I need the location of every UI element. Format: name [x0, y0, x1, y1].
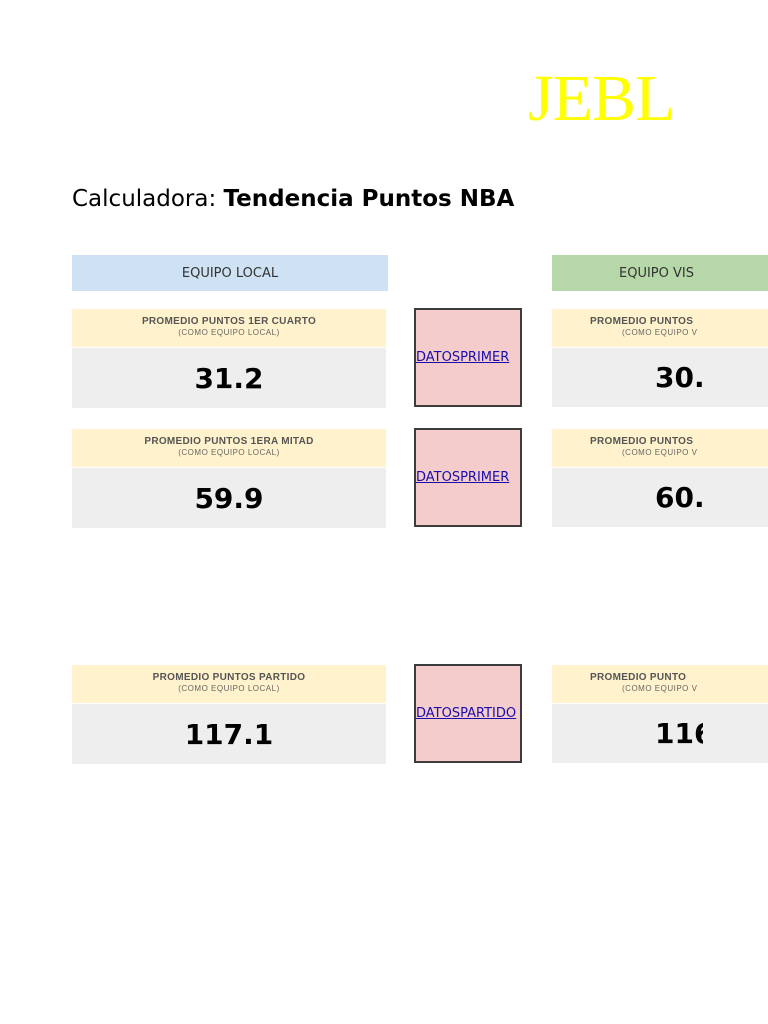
stat-card-local-game: PROMEDIO PUNTOS PARTIDO (COMO EQUIPO LOC…	[72, 665, 386, 764]
link-box-game: DATOSPARTIDO	[414, 664, 522, 763]
stat-label: PROMEDIO PUNTOS	[590, 316, 694, 327]
stat-card-header: PROMEDIO PUNTOS 1ERA MITAD (COMO EQUIPO …	[72, 429, 386, 467]
stat-card-header: PROMEDIO PUNTOS PARTIDO (COMO EQUIPO LOC…	[72, 665, 386, 703]
team-header-local-label: EQUIPO LOCAL	[181, 265, 279, 281]
stat-card-local-first-half: PROMEDIO PUNTOS 1ERA MITAD (COMO EQUIPO …	[72, 429, 386, 528]
stat-sublabel: (COMO EQUIPO V	[622, 328, 698, 337]
data-link-game[interactable]: DATOSPARTIDO	[416, 706, 517, 721]
team-header-local: EQUIPO LOCAL	[72, 255, 388, 291]
stat-label: PROMEDIO PUNTOS 1ER CUARTO	[141, 316, 317, 327]
brand-logo: JEBL	[528, 62, 675, 135]
stat-card-header: PROMEDIO PUNTO (COMO EQUIPO V	[552, 665, 768, 703]
stat-card-header: PROMEDIO PUNTOS 1ER CUARTO (COMO EQUIPO …	[72, 309, 386, 347]
stat-sublabel: (COMO EQUIPO V	[622, 448, 698, 457]
stat-value: 116.4	[655, 717, 703, 750]
stat-value-container: 116.4	[552, 703, 768, 763]
stat-value: 117.1	[72, 703, 386, 764]
stat-label: PROMEDIO PUNTO	[590, 672, 687, 683]
team-header-visit: EQUIPO VIS	[552, 255, 768, 291]
stat-value: 59.9	[72, 467, 386, 528]
data-link-first-half[interactable]: DATOSPRIMER	[416, 470, 510, 485]
link-box-first-half: DATOSPRIMER	[414, 428, 522, 527]
stat-card-header: PROMEDIO PUNTOS (COMO EQUIPO V	[552, 429, 768, 467]
link-box-first-quarter: DATOSPRIMER	[414, 308, 522, 407]
stat-value: 30.7	[655, 361, 703, 394]
title-prefix: Calculadora:	[72, 186, 224, 212]
stat-value: 60.2	[655, 481, 703, 514]
stat-value-container: 60.2	[552, 467, 768, 527]
stat-label: PROMEDIO PUNTOS PARTIDO	[152, 672, 306, 683]
stat-card-header: PROMEDIO PUNTOS (COMO EQUIPO V	[552, 309, 768, 347]
stat-card-visit-first-half: PROMEDIO PUNTOS (COMO EQUIPO V 60.2	[552, 429, 768, 527]
stat-value: 31.2	[72, 347, 386, 408]
stat-card-visit-first-quarter: PROMEDIO PUNTOS (COMO EQUIPO V 30.7	[552, 309, 768, 407]
stat-sublabel: (COMO EQUIPO LOCAL)	[178, 328, 280, 337]
stat-label: PROMEDIO PUNTOS	[590, 436, 694, 447]
stat-card-local-first-quarter: PROMEDIO PUNTOS 1ER CUARTO (COMO EQUIPO …	[72, 309, 386, 408]
team-header-visit-label: EQUIPO VIS	[619, 265, 694, 281]
title-bold: Tendencia Puntos NBA	[223, 186, 515, 212]
stat-label: PROMEDIO PUNTOS 1ERA MITAD	[144, 436, 314, 447]
stat-value-container: 30.7	[552, 347, 768, 407]
stat-sublabel: (COMO EQUIPO LOCAL)	[178, 684, 280, 693]
page-title: Calculadora: Tendencia Puntos NBA	[72, 186, 514, 212]
data-link-first-quarter[interactable]: DATOSPRIMER	[416, 350, 510, 365]
stat-sublabel: (COMO EQUIPO V	[622, 684, 698, 693]
stat-sublabel: (COMO EQUIPO LOCAL)	[178, 448, 280, 457]
stat-card-visit-game: PROMEDIO PUNTO (COMO EQUIPO V 116.4	[552, 665, 768, 763]
